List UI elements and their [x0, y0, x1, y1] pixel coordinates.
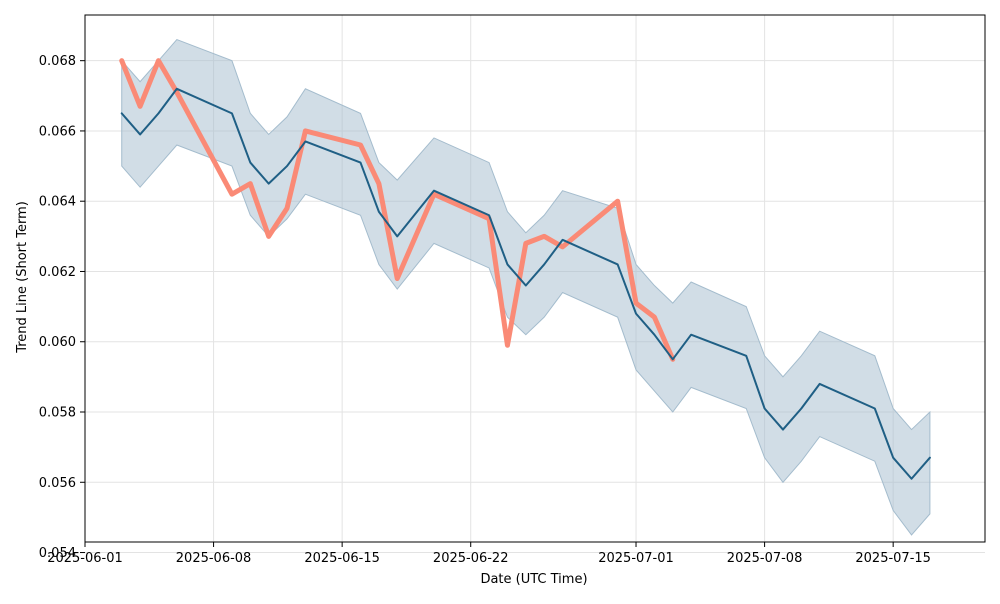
y-tick-label: 0.056 [39, 476, 76, 491]
x-tick-label: 2025-06-01 [47, 551, 123, 566]
y-tick-label: 0.064 [39, 195, 76, 210]
x-tick-label: 2025-06-22 [433, 551, 509, 566]
x-axis-title: Date (UTC Time) [480, 572, 587, 587]
confidence-band-layer [121, 38, 931, 536]
x-tick-label: 2025-07-01 [598, 551, 674, 566]
series-layer [119, 58, 931, 480]
plot-border [84, 14, 986, 543]
x-tick-label: 2025-06-08 [176, 551, 252, 566]
y-tick-label: 0.060 [39, 335, 76, 350]
y-tick-label: 0.054 [39, 546, 76, 561]
x-tick-label: 2025-07-15 [855, 551, 931, 566]
plot-frame [84, 14, 986, 543]
trend-series-line [120, 87, 931, 480]
confidence-band [121, 38, 931, 536]
x-tick-label: 2025-07-08 [727, 551, 803, 566]
y-tick-label: 0.058 [39, 406, 76, 421]
x-tick-label: 2025-06-15 [304, 551, 380, 566]
y-tick-label: 0.066 [39, 124, 76, 139]
x-axis-ticks: 2025-06-01 2025-06-08 2025-06-15 2025-06-22… [47, 542, 931, 566]
actual-series-line [119, 58, 676, 362]
y-tick-label: 0.068 [39, 54, 76, 69]
y-axis-title: Trend Line (Short Term) [15, 201, 30, 354]
y-tick-label: 0.062 [39, 265, 76, 280]
y-axis-ticks: 0.054 0.056 0.058 0.060 0.062 0.064 0.066 0.068 [39, 54, 85, 561]
